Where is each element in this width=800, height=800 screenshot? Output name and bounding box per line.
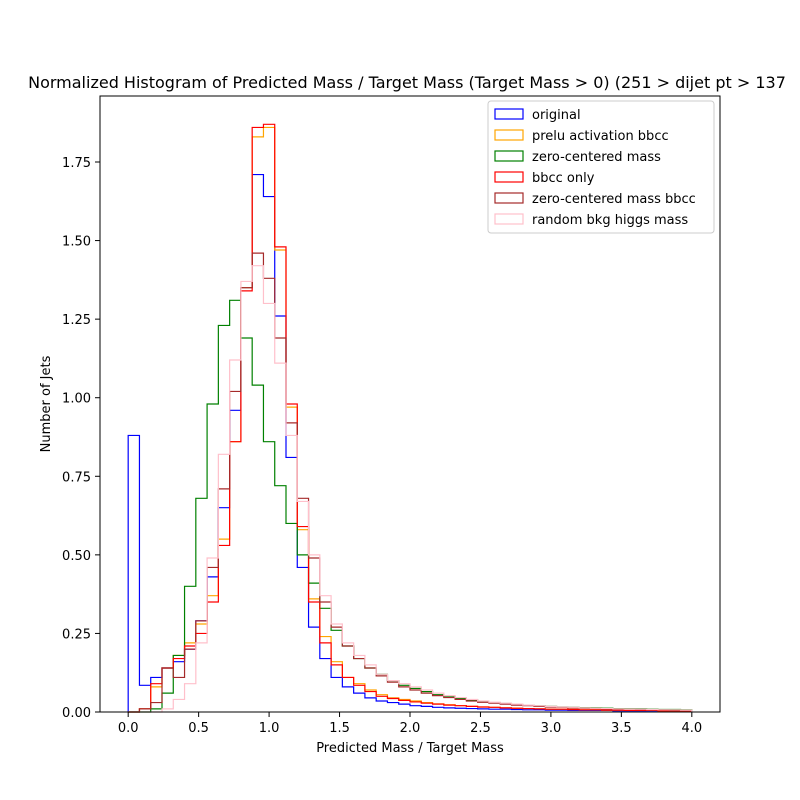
legend-swatch bbox=[494, 171, 524, 183]
x-tick-label: 2.0 bbox=[400, 721, 421, 736]
series-random-bkg-higgs-mass-step bbox=[128, 265, 693, 713]
chart-title: Normalized Histogram of Predicted Mass /… bbox=[28, 73, 786, 92]
legend-box bbox=[487, 100, 715, 234]
legend-label: original bbox=[532, 108, 581, 123]
y-tick-label: 0.00 bbox=[62, 706, 91, 721]
x-tick-label: 1.5 bbox=[329, 721, 350, 736]
y-tick-label: 1.75 bbox=[62, 156, 91, 171]
x-tick-label: 3.5 bbox=[611, 721, 632, 736]
x-tick-label: 0.0 bbox=[118, 721, 139, 736]
x-tick-label: 1.0 bbox=[259, 721, 280, 736]
series-bbcc-only-step bbox=[128, 123, 693, 713]
legend-label: bbcc only bbox=[532, 171, 595, 186]
legend-swatch bbox=[494, 150, 524, 162]
y-axis-label: Number of Jets bbox=[39, 355, 54, 452]
legend-swatch bbox=[494, 129, 524, 141]
x-tick-label: 0.5 bbox=[188, 721, 209, 736]
legend-label: zero-centered mass bbcc bbox=[532, 192, 696, 207]
y-axis-ticks: 0.00 0.25 0.50 0.75 1.00 1.25 1.50 1.75 bbox=[62, 156, 100, 721]
legend-label: random bkg higgs mass bbox=[532, 213, 688, 228]
x-axis-label: Predicted Mass / Target Mass bbox=[316, 741, 504, 756]
x-tick-label: 4.0 bbox=[681, 721, 702, 736]
legend-label: zero-centered mass bbox=[532, 150, 661, 165]
y-tick-label: 1.25 bbox=[62, 313, 91, 328]
x-axis-ticks: 0.0 0.5 1.0 1.5 2.0 2.5 3.0 3.5 4.0 bbox=[118, 712, 702, 736]
y-tick-label: 0.50 bbox=[62, 549, 91, 564]
x-tick-label: 2.5 bbox=[470, 721, 491, 736]
legend-swatch bbox=[494, 192, 524, 204]
y-tick-label: 1.50 bbox=[62, 235, 91, 250]
plot-area bbox=[127, 123, 693, 713]
x-tick-label: 3.0 bbox=[541, 721, 562, 736]
legend: original prelu activation bbcc zero-center… bbox=[487, 100, 715, 234]
legend-swatch bbox=[494, 213, 524, 225]
y-tick-label: 0.25 bbox=[62, 627, 91, 642]
y-tick-label: 0.75 bbox=[62, 470, 91, 485]
legend-swatch bbox=[494, 108, 524, 120]
y-tick-label: 1.00 bbox=[62, 392, 91, 407]
legend-label: prelu activation bbcc bbox=[532, 129, 669, 144]
